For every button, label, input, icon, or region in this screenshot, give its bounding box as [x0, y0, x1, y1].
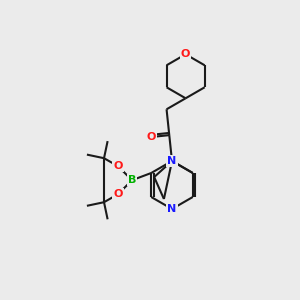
Text: N: N — [167, 156, 177, 166]
Text: N: N — [167, 204, 177, 214]
Text: O: O — [147, 132, 156, 142]
Text: B: B — [128, 175, 136, 185]
Text: O: O — [113, 189, 123, 199]
Text: O: O — [113, 161, 123, 171]
Text: O: O — [181, 49, 190, 59]
